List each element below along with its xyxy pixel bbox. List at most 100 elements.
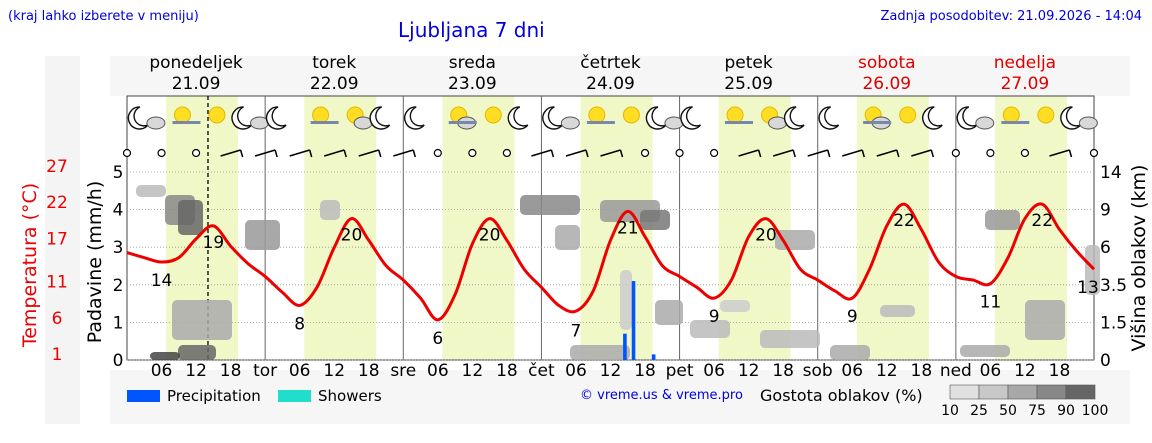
wind-barb-icon — [239, 149, 244, 158]
calm-wind-icon — [468, 148, 477, 158]
day-date: 21.09 — [172, 74, 221, 94]
hour-tick-label: 18 — [1049, 361, 1071, 381]
cloud-layer — [570, 345, 630, 360]
precipitation-tick-label: 1 — [113, 313, 124, 333]
cloud-layer — [178, 345, 216, 360]
wind-barb-icon — [393, 149, 414, 157]
day-name: torek — [312, 53, 356, 73]
calm-wind-icon — [433, 148, 442, 158]
moon-icon — [542, 106, 563, 130]
day-abbr-label: sre — [390, 361, 416, 381]
cloud-layer — [760, 330, 820, 348]
cloud-density-swatch — [1036, 384, 1067, 400]
wind-barb-icon — [220, 149, 241, 157]
hour-tick-label: 06 — [841, 361, 863, 381]
hour-tick-label: 18 — [634, 361, 656, 381]
fog-icon — [172, 121, 201, 124]
calm-wind-icon — [157, 148, 166, 158]
wind-barb-icon — [585, 149, 589, 158]
hour-tick-label: 18 — [358, 361, 380, 381]
legend: Precipitation Showers 10 25 50 75 90 100 — [127, 384, 1109, 419]
cloud-layer — [555, 225, 580, 250]
hour-tick-label: 12 — [600, 361, 622, 381]
wind-barb-icon — [619, 149, 624, 158]
sun-icon — [726, 106, 744, 124]
day-name: četrtek — [580, 53, 641, 73]
calm-wind-icon — [986, 148, 995, 158]
last-updated: Zadnja posodobitev: 21.09.2026 - 14:04 — [880, 9, 1142, 24]
temperature-tick-label: 1 — [52, 345, 63, 365]
cloud-icon — [768, 116, 788, 130]
day-header-panel — [110, 56, 1130, 96]
moon-icon — [369, 106, 391, 130]
temperature-tick-label: 11 — [46, 273, 68, 293]
wind-barb-icon — [323, 149, 345, 157]
temperature-tick-label: 6 — [52, 309, 63, 329]
wind-barb-icon — [757, 149, 762, 158]
sun-icon — [588, 106, 606, 124]
wind-barbs — [122, 148, 1099, 158]
day-name: petek — [725, 53, 773, 73]
cloud-layer — [830, 345, 870, 360]
moon-icon — [404, 106, 425, 130]
cloud-layer — [655, 300, 683, 325]
hour-tick-label: 12 — [876, 361, 898, 381]
wind-barb-icon — [807, 149, 828, 157]
temperature-data-label: 20 — [479, 226, 501, 246]
fog-icon — [1001, 121, 1030, 124]
precipitation-bar — [623, 333, 627, 360]
calm-wind-icon — [710, 148, 719, 158]
cloud-icon — [664, 116, 684, 130]
copyright-link[interactable]: © vreme.us & vreme.pro — [580, 388, 743, 403]
wind-barb-icon — [550, 149, 555, 158]
sun-icon — [899, 106, 917, 124]
day-date: 26.09 — [862, 74, 911, 94]
hour-tick-label: 06 — [151, 361, 173, 381]
wind-barb-icon — [600, 149, 621, 157]
temperature-data-label: 14 — [151, 271, 173, 291]
hour-tick-label: 06 — [703, 361, 725, 381]
cloud-icon — [250, 116, 270, 130]
cloud-layer — [136, 185, 166, 197]
temperature-data-label: 7 — [571, 322, 582, 342]
hour-tick-label: 12 — [738, 361, 760, 381]
wind-barb-icon — [930, 149, 935, 158]
temperature-tick-label: 27 — [46, 157, 68, 177]
showers-legend-label: Showers — [318, 387, 382, 405]
sun-icon — [173, 106, 191, 124]
fog-icon — [448, 121, 477, 124]
precipitation-tick-label: 2 — [113, 276, 124, 296]
cloud-density-swatch — [978, 384, 1009, 400]
fog-icon — [586, 121, 615, 124]
calm-wind-icon — [122, 148, 132, 158]
wind-barb-icon — [842, 149, 863, 157]
wind-barb-icon — [1049, 149, 1070, 157]
precipitation-tick-label: 5 — [113, 163, 124, 183]
cloud-layer — [1085, 245, 1100, 295]
cloud-layer — [620, 270, 632, 330]
moon-icon — [680, 106, 702, 130]
region-hint[interactable]: (kraj lahko izberete v meniju) — [8, 9, 199, 24]
cloud-density-tick-label: 100 — [1082, 403, 1109, 419]
cloud-density-tick-label: 90 — [1057, 403, 1075, 419]
cloud-height-tick-label: 3.5 — [1100, 276, 1127, 296]
cloud-layer — [880, 305, 915, 317]
fog-icon — [863, 121, 892, 124]
temperature-axis-panel — [45, 56, 80, 424]
cloud-layer — [178, 200, 203, 235]
day-date: 24.09 — [586, 74, 635, 94]
wind-barb-icon — [254, 149, 276, 157]
temperature-axis-title: Temperatura (°C) — [19, 183, 41, 348]
temperature-data-label: 8 — [294, 314, 305, 334]
precipitation-bars — [623, 281, 656, 360]
wind-barb-icon — [565, 149, 587, 157]
calm-wind-icon — [675, 148, 684, 158]
cloud-icon — [975, 116, 995, 130]
day-name: nedelja — [994, 53, 1056, 73]
wind-barb-icon — [1068, 149, 1073, 158]
cloud-icon — [146, 116, 166, 130]
precipitation-bar — [651, 354, 656, 360]
cloud-layer — [720, 300, 750, 312]
